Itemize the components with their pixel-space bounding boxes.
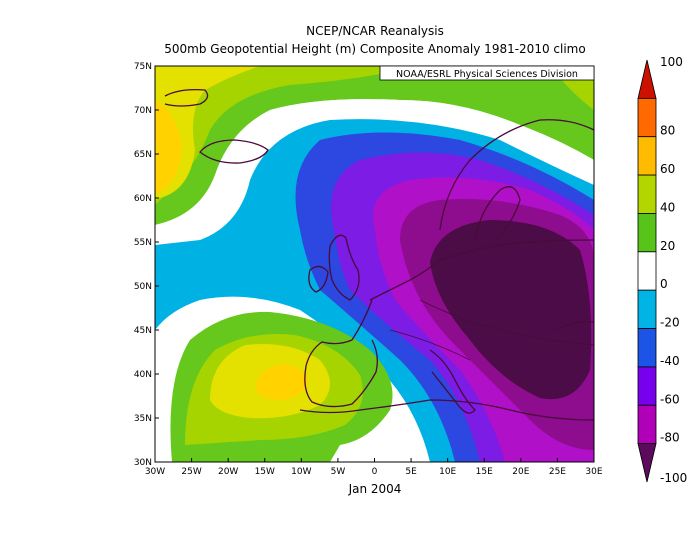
lat-tick-label: 75N [134, 62, 152, 72]
lon-tick-label: 15E [476, 467, 493, 477]
positive-southwest-peak [255, 364, 308, 400]
colorbar-label: -40 [660, 354, 680, 368]
lon-tick-label: 20W [218, 467, 238, 477]
lon-tick-label: 20E [512, 467, 529, 477]
colorbar-segment [637, 136, 657, 176]
zero-band-north [155, 99, 594, 245]
lat-tick-label: 70N [134, 106, 152, 116]
colorbar-label: 100 [660, 55, 683, 69]
title-line1: NCEP/NCAR Reanalysis [306, 24, 444, 38]
credit-box [379, 65, 595, 81]
anomaly-field [155, 66, 594, 462]
lat-tick-label: 60N [134, 194, 152, 204]
lon-tick-label: 5W [331, 467, 346, 477]
positive-north-core [155, 66, 260, 200]
colorbar-segment [637, 328, 657, 368]
colorbar-label: -100 [660, 471, 687, 485]
lat-tick-label: 50N [134, 282, 152, 292]
colorbar-segment [637, 97, 657, 138]
colorbar-segment [637, 174, 657, 214]
lon-axis: 30W 25W 20W 15W 10W 5W 0 5E 10E 15E 20E 25E 30E [145, 458, 603, 477]
lon-tick-label: 0 [372, 467, 378, 477]
lat-tick-label: 45N [134, 326, 152, 336]
lat-tick-label: 55N [134, 238, 152, 248]
lat-tick-label: 30N [134, 458, 152, 468]
negative-100 [430, 220, 592, 400]
colorbar-segment [637, 366, 657, 406]
lat-tick-label: 35N [134, 414, 152, 424]
title-line2: 500mb Geopotential Height (m) Composite … [164, 42, 585, 56]
colorbar-label: 40 [660, 200, 675, 214]
lon-tick-label: 30E [585, 467, 602, 477]
lon-tick-label: 25W [181, 467, 201, 477]
lon-tick-label: 10E [439, 467, 456, 477]
lat-axis: 30N 35N 40N 45N 50N 55N 60N 65N 70N 75N [134, 62, 159, 468]
period-label: Jan 2004 [348, 482, 402, 496]
colorbar: 100 80 60 40 20 0 -20 -40 -60 -80 -100 [637, 55, 687, 485]
colorbar-label: 0 [660, 277, 668, 291]
lon-tick-label: 25E [549, 467, 566, 477]
colorbar-segment [637, 289, 657, 329]
lon-tick-label: 30W [145, 467, 165, 477]
coastlines [164, 88, 594, 421]
colorbar-label: 80 [660, 124, 675, 138]
colorbar-label: -20 [660, 316, 680, 330]
colorbar-segment [637, 443, 657, 483]
colorbar-segment [637, 59, 657, 99]
colorbar-label: -60 [660, 392, 680, 406]
positive-band-north [155, 66, 594, 225]
lon-tick-label: 15W [255, 467, 275, 477]
colorbar-label: 60 [660, 162, 675, 176]
positive-north-peak [155, 100, 182, 194]
colorbar-segment [637, 251, 657, 291]
colorbar-segment [637, 404, 657, 445]
colorbar-label: -80 [660, 431, 680, 445]
lat-tick-label: 65N [134, 150, 152, 160]
colorbar-label: 20 [660, 239, 675, 253]
positive-band-north-inner [155, 66, 420, 205]
lon-tick-label: 5E [405, 467, 417, 477]
colorbar-segment [637, 213, 657, 253]
lon-tick-label: 10W [291, 467, 311, 477]
lat-tick-label: 40N [134, 370, 152, 380]
credit-text: NOAA/ESRL Physical Sciences Division [396, 69, 578, 80]
